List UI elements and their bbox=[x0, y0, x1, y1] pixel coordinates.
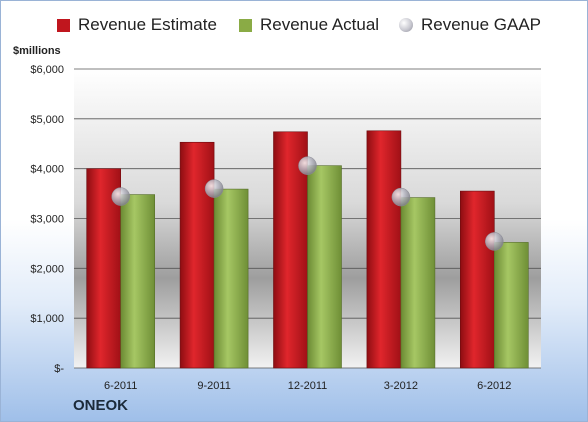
legend-label-estimate: Revenue Estimate bbox=[78, 15, 217, 34]
company-name: ONEOK bbox=[73, 397, 129, 414]
y-tick-label: $- bbox=[54, 363, 64, 375]
bar-revenue-estimate bbox=[459, 190, 495, 369]
y-tick-label: $1,000 bbox=[30, 313, 64, 325]
x-tick-label: 3-2012 bbox=[384, 380, 418, 392]
legend-item-actual: Revenue Actual bbox=[239, 15, 379, 35]
marker-revenue-gaap bbox=[485, 232, 504, 251]
marker-revenue-gaap bbox=[391, 187, 411, 207]
marker-revenue-gaap bbox=[111, 187, 130, 206]
unit-label: $millions bbox=[13, 45, 61, 57]
marker-revenue-gaap bbox=[298, 156, 317, 175]
y-tick-label: $3,000 bbox=[30, 214, 64, 226]
legend-swatch-actual bbox=[239, 18, 252, 32]
x-tick-label: 12-2011 bbox=[288, 380, 328, 392]
x-tick-label: 6-2011 bbox=[104, 380, 137, 392]
bar-revenue-actual bbox=[493, 242, 529, 369]
y-tick-label: $2,000 bbox=[30, 263, 64, 275]
x-tick-label: 9-2011 bbox=[197, 380, 230, 392]
legend-label-gaap: Revenue GAAP bbox=[421, 15, 542, 34]
y-tick-label: $4,000 bbox=[30, 164, 64, 176]
y-tick-label: $6,000 bbox=[30, 64, 64, 76]
bar-revenue-actual bbox=[400, 197, 436, 369]
legend-label-actual: Revenue Actual bbox=[260, 15, 380, 34]
legend: Revenue Estimate Revenue Actual Revenue … bbox=[1, 15, 587, 39]
bar-revenue-estimate bbox=[179, 141, 215, 369]
bar-revenue-actual bbox=[307, 165, 342, 369]
legend-item-estimate: Revenue Estimate bbox=[57, 15, 217, 35]
bar-revenue-estimate bbox=[366, 130, 402, 369]
bar-revenue-actual bbox=[120, 194, 155, 369]
bar-revenue-actual bbox=[213, 188, 249, 369]
legend-marker-gaap bbox=[399, 18, 413, 32]
legend-item-gaap: Revenue GAAP bbox=[399, 15, 541, 35]
x-tick-label: 6-2012 bbox=[477, 380, 511, 392]
legend-swatch-estimate bbox=[57, 18, 70, 32]
y-tick-label: $5,000 bbox=[30, 114, 64, 126]
marker-revenue-gaap bbox=[204, 179, 224, 198]
